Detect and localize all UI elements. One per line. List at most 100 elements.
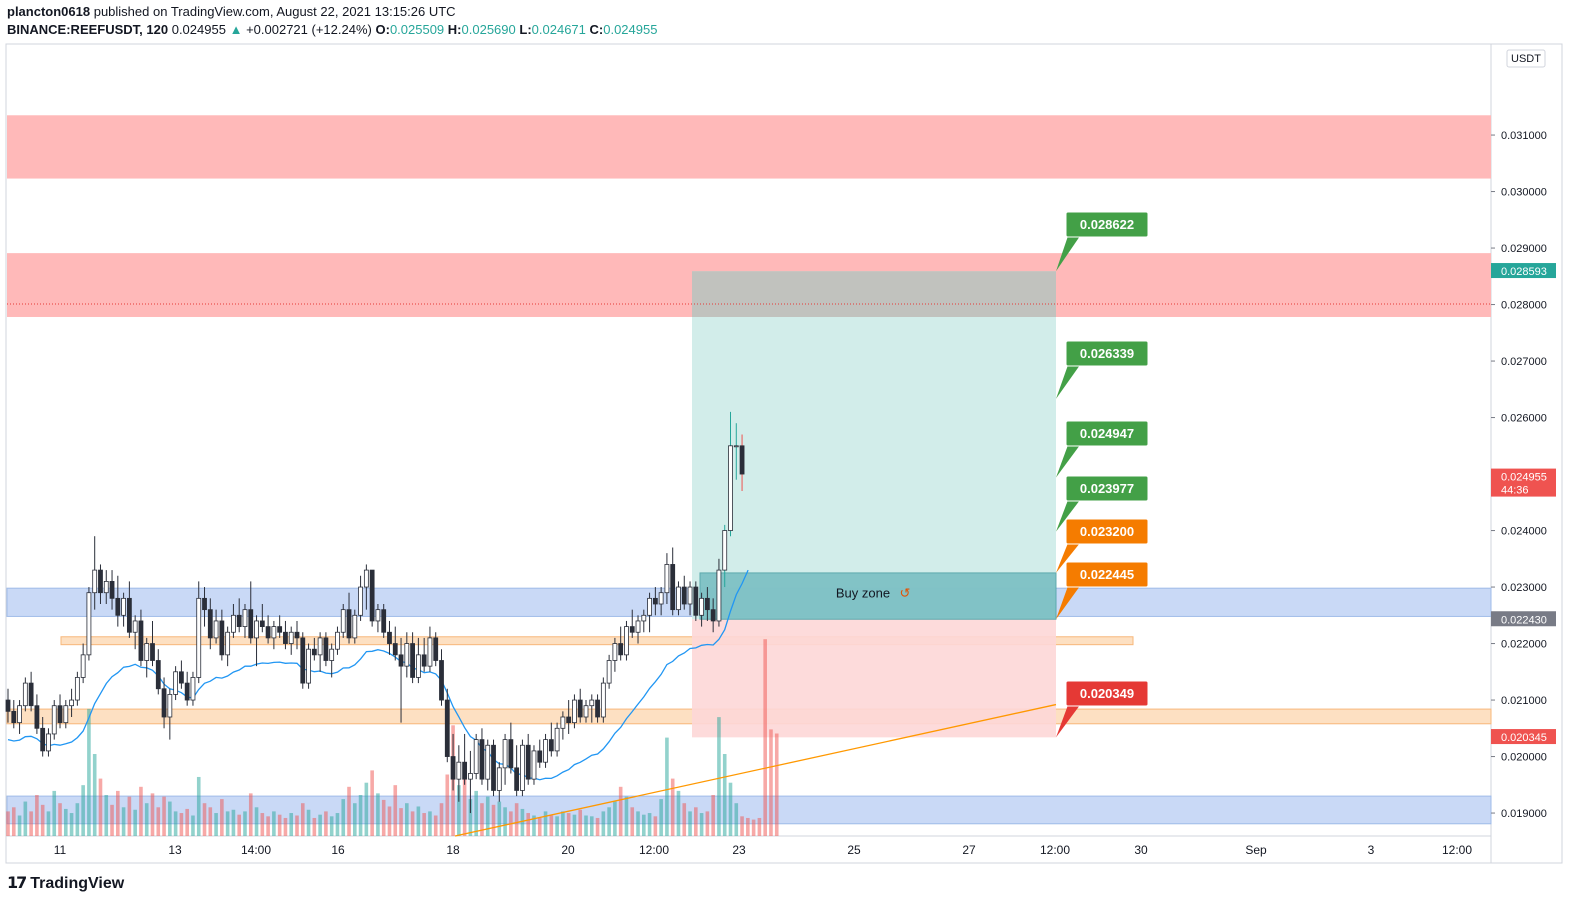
candle-body	[225, 631, 231, 656]
volume-bar	[514, 803, 519, 836]
volume-bar	[520, 808, 525, 836]
volume-bar	[676, 790, 681, 836]
volume-bar	[260, 813, 265, 836]
candle-body	[722, 530, 728, 571]
candle-body	[46, 733, 51, 752]
candle-body	[340, 609, 346, 633]
candle-body	[543, 739, 548, 763]
tradingview-logo[interactable]: 17 TradingView	[7, 873, 124, 893]
candle-body	[421, 654, 427, 667]
volume-bar	[722, 754, 727, 836]
candle-body	[629, 626, 635, 633]
volume-bar	[543, 811, 548, 836]
candle-body	[283, 631, 288, 644]
high-label: H:	[447, 22, 462, 37]
volume-bar	[711, 795, 715, 836]
symbol-name[interactable]: BINANCE:REEFUSDT, 120	[7, 22, 169, 37]
author-name[interactable]: plancton0618	[7, 4, 91, 19]
candle-body	[213, 620, 219, 639]
candle-body	[485, 744, 491, 780]
candle-body	[28, 682, 34, 707]
price-tag	[1491, 729, 1556, 745]
target-callout-tp: 0.028622	[1056, 211, 1149, 272]
x-tick-label: 23	[732, 843, 746, 857]
candle-body	[109, 581, 115, 599]
publish-info: plancton0618 published on TradingView.co…	[7, 4, 456, 19]
target-callout-tp: 0.026339	[1056, 340, 1149, 399]
volume-bar	[370, 770, 374, 836]
volume-bar	[40, 804, 45, 836]
callout-value: 0.020349	[1080, 686, 1134, 701]
volume-bar	[410, 811, 415, 836]
volume-bar	[69, 813, 74, 836]
volume-bar	[376, 793, 380, 836]
volume-bar	[445, 774, 450, 836]
x-tick-label: 12:00	[1040, 843, 1070, 857]
x-tick-label: 12:00	[1442, 843, 1472, 857]
volume-bar	[295, 815, 299, 836]
volume-bar	[624, 796, 629, 836]
x-tick-label: 25	[847, 843, 861, 857]
volume-bar	[347, 786, 351, 836]
candle-body	[80, 654, 86, 678]
volume-bar	[653, 816, 658, 836]
candle-body	[150, 643, 155, 661]
candle-body	[173, 671, 179, 695]
volume-bar	[532, 815, 536, 836]
y-tick-label: 0.028000	[1501, 300, 1547, 312]
candle-body	[676, 586, 681, 611]
callout-pointer	[1056, 705, 1080, 738]
volume-bar	[289, 813, 294, 836]
stop-area	[692, 619, 1056, 738]
candle-body	[739, 445, 745, 475]
candle-body	[121, 597, 126, 616]
candle-body	[11, 710, 17, 724]
volume-bar	[179, 813, 184, 836]
candle-body	[444, 699, 450, 757]
candle-body	[178, 671, 184, 684]
volume-bar	[670, 778, 675, 836]
currency-badge	[1506, 49, 1546, 68]
candle-body	[462, 761, 468, 780]
volume-bar	[549, 815, 554, 836]
candle-body	[554, 727, 560, 752]
volume-bar	[225, 811, 230, 836]
callout-value: 0.028622	[1080, 217, 1134, 232]
volume-bar	[416, 806, 421, 836]
target-callout-tp: 0.023977	[1056, 475, 1149, 532]
callout-value: 0.022445	[1080, 567, 1134, 582]
price-change: +0.002721 (+12.24%)	[246, 22, 372, 37]
x-tick-label: 14:00	[241, 843, 271, 857]
candle-body	[352, 614, 358, 639]
candle-body	[387, 631, 392, 644]
x-tick-label: 30	[1134, 843, 1148, 857]
candle-body	[167, 694, 173, 718]
candle-body	[693, 586, 699, 616]
candle-body	[589, 699, 595, 707]
target-overlap-area	[692, 271, 1056, 317]
volume-bar	[774, 733, 779, 836]
volume-bar	[341, 799, 346, 836]
callout-value: 0.026339	[1080, 346, 1134, 361]
y-tick-label: 0.022000	[1501, 639, 1547, 651]
candle-body	[681, 586, 687, 605]
candle-body	[277, 626, 283, 633]
volume-bar	[763, 639, 767, 836]
volume-bar	[705, 811, 710, 836]
y-tick-label: 0.030000	[1501, 187, 1547, 199]
candle-body	[548, 739, 554, 752]
candle-body	[664, 564, 670, 594]
volume-bar	[358, 795, 363, 836]
candle-body	[583, 705, 589, 718]
volume-bar	[87, 708, 91, 836]
x-tick-label: 13	[168, 843, 182, 857]
candle-body	[658, 592, 664, 605]
volume-bar	[208, 807, 213, 836]
volume-bar	[439, 803, 444, 836]
candle-body	[375, 609, 381, 622]
volume-bar	[156, 807, 161, 836]
volume-bar	[497, 801, 502, 836]
candle-body	[184, 682, 190, 701]
candle-body	[329, 648, 335, 661]
